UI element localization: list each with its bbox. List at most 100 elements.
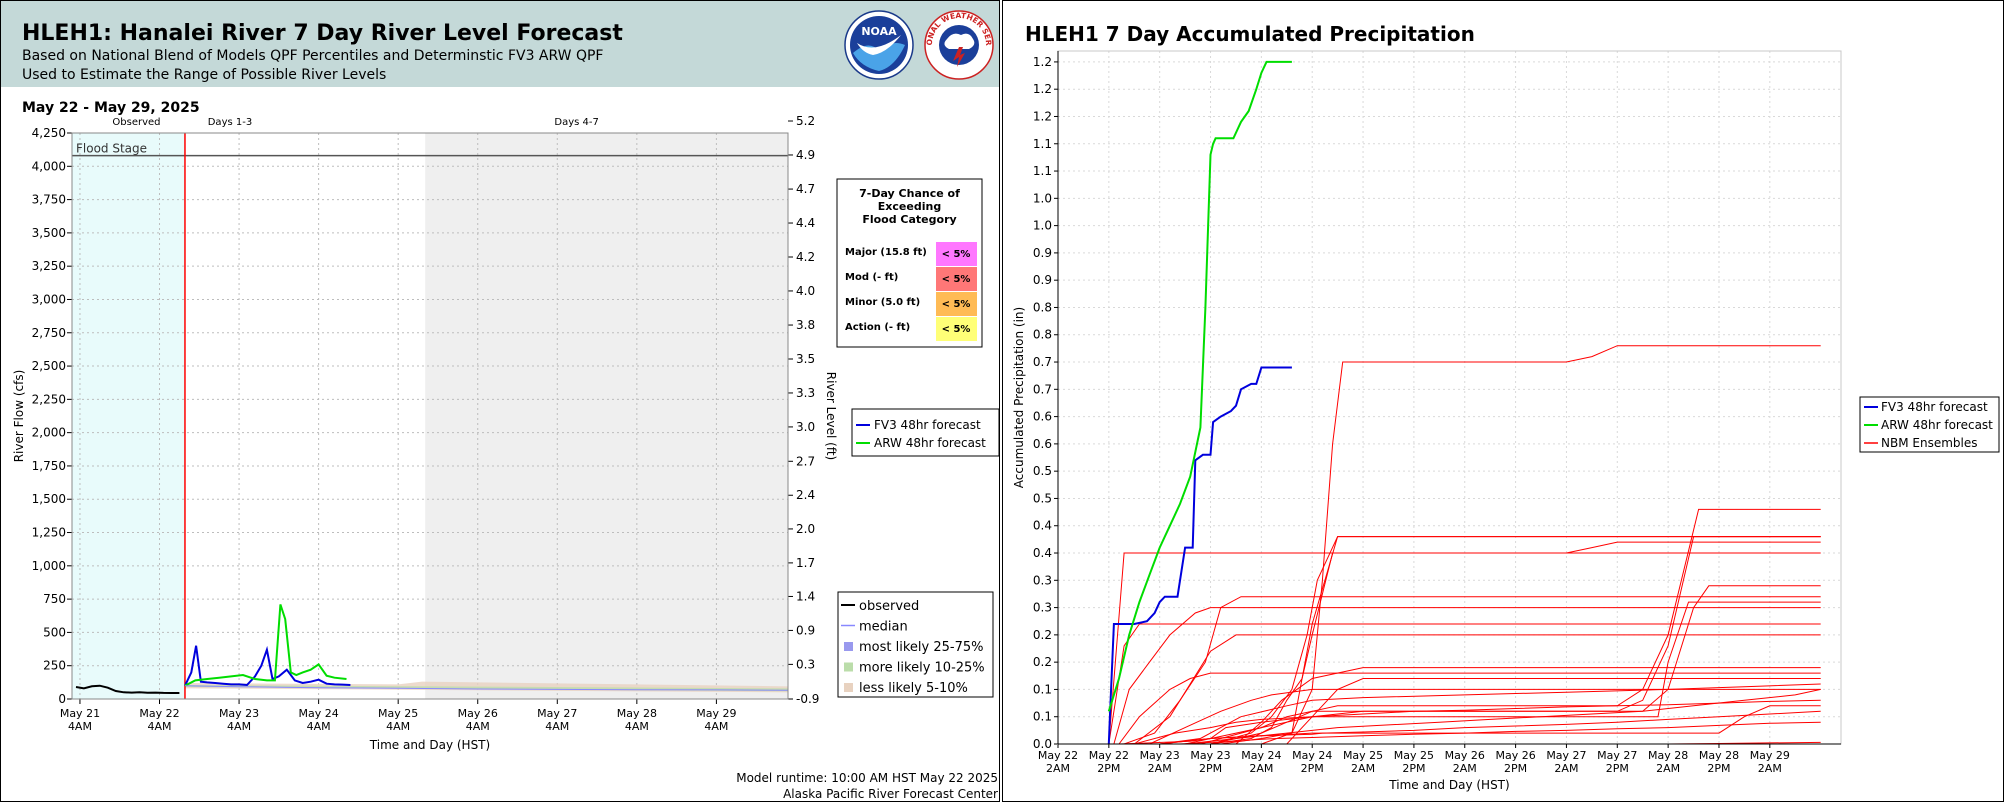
legend-upper-box bbox=[851, 408, 999, 457]
legend-swatch bbox=[844, 642, 853, 651]
x-tick-label-time: 2AM bbox=[1453, 762, 1477, 775]
y-tick-label: 0.1 bbox=[1033, 710, 1052, 724]
x-tick-label-time: 2AM bbox=[1758, 762, 1782, 775]
date-range: May 22 - May 29, 2025 bbox=[22, 100, 200, 116]
flood-table-label: Mod (- ft) bbox=[845, 272, 898, 283]
y-tick-label: 0.5 bbox=[1033, 491, 1052, 505]
x-axis-label: Time and Day (HST) bbox=[1388, 778, 1509, 792]
legend-label: observed bbox=[859, 599, 919, 614]
series-line-nbm-ensemble bbox=[1058, 345, 1821, 745]
right-tick-label: 1.7 bbox=[796, 556, 815, 570]
y-tick-label: 0.6 bbox=[1033, 410, 1052, 424]
x-tick-label-time: 4AM bbox=[227, 720, 251, 733]
right-tick-label: 0.3 bbox=[796, 657, 815, 671]
series-line-fv3-48hr-forecast bbox=[1107, 366, 1292, 745]
days-1-3-region bbox=[184, 133, 426, 699]
x-tick-label-day: May 24 bbox=[1241, 749, 1281, 762]
flood-table-swatch bbox=[936, 292, 977, 316]
y-tick-label: 3,000 bbox=[32, 292, 66, 306]
y-tick-label: 0 bbox=[58, 692, 66, 706]
page-subtitle-line1: Based on National Blend of Models QPF Pe… bbox=[22, 48, 604, 64]
x-tick-label-time: 2PM bbox=[1402, 762, 1425, 775]
y-tick-label: 1.0 bbox=[1033, 191, 1052, 205]
observed-region bbox=[72, 133, 185, 699]
page-subtitle-line2: Used to Estimate the Range of Possible R… bbox=[22, 67, 387, 83]
x-tick-label-day: May 29 bbox=[696, 707, 736, 720]
flood-table-swatch bbox=[936, 317, 977, 341]
legend-label: FV3 48hr forecast bbox=[874, 418, 981, 432]
flood-table-label: Minor (5.0 ft) bbox=[845, 297, 920, 308]
right-tick-label: 4.2 bbox=[796, 250, 815, 264]
x-tick-label-day: May 27 bbox=[1597, 749, 1637, 762]
x-tick-label-day: May 23 bbox=[1190, 749, 1230, 762]
x-tick-label-day: May 29 bbox=[1750, 749, 1790, 762]
x-tick-label-day: May 23 bbox=[219, 707, 259, 720]
x-tick-label-time: 2AM bbox=[1249, 762, 1273, 775]
x-tick-label-time: 2PM bbox=[1707, 762, 1730, 775]
series-line-nbm-ensemble bbox=[1058, 672, 1821, 745]
legend-label: median bbox=[859, 620, 908, 635]
right-tick-label: 4.0 bbox=[796, 284, 815, 298]
x-tick-label-day: May 26 bbox=[1495, 749, 1535, 762]
y-tick-label: 0.8 bbox=[1033, 300, 1052, 314]
y-tick-label: 0.3 bbox=[1033, 573, 1052, 587]
x-tick-label-time: 4AM bbox=[466, 720, 490, 733]
legend-box bbox=[1859, 396, 2000, 453]
y-axis-label: Accumulated Precipitation (in) bbox=[1012, 307, 1026, 488]
right-tick-label: 0.9 bbox=[796, 623, 815, 637]
y-tick-label: 250 bbox=[43, 659, 66, 673]
y-tick-label: 3,250 bbox=[32, 259, 66, 273]
series-line-fv3-48hr-forecast bbox=[184, 645, 351, 687]
series-line-observed bbox=[75, 684, 180, 694]
right-tick-label: 5.2 bbox=[796, 114, 815, 128]
x-tick-label-day: May 25 bbox=[1343, 749, 1383, 762]
chart-title: HLEH1 7 Day Accumulated Precipitation bbox=[1025, 22, 1475, 46]
right-tick-label: 4.7 bbox=[796, 182, 815, 196]
y-tick-label: 3,750 bbox=[32, 193, 66, 207]
page-title: HLEH1: Hanalei River 7 Day River Level F… bbox=[22, 21, 623, 46]
x-axis-label: Time and Day (HST) bbox=[369, 738, 490, 752]
y-tick-label: 4,250 bbox=[32, 126, 66, 140]
series-line-arw-48hr-forecast bbox=[1107, 60, 1292, 712]
series-line-nbm-ensemble bbox=[1058, 667, 1821, 745]
series-line-arw-48hr-forecast bbox=[184, 604, 347, 687]
flood-table-title: Flood Category bbox=[862, 213, 956, 226]
flood-table-title: Exceeding bbox=[878, 200, 941, 213]
y-tick-label: 1.2 bbox=[1033, 109, 1052, 123]
legend-swatch bbox=[844, 662, 853, 672]
flood-table-value: < 5% bbox=[942, 249, 971, 260]
y-tick-label: 0.2 bbox=[1033, 655, 1052, 669]
series-line-median bbox=[184, 685, 789, 691]
legend-swatch bbox=[844, 683, 853, 692]
precipitation-chart: HLEH1 7 Day Accumulated Precipitation 0.0… bbox=[1012, 22, 2000, 792]
x-tick-label-day: May 27 bbox=[1546, 749, 1586, 762]
y-tick-label: 3,500 bbox=[32, 226, 66, 240]
y-tick-label: 1.2 bbox=[1033, 82, 1052, 96]
x-tick-label-time: 2AM bbox=[1351, 762, 1375, 775]
region-label-observed: Observed bbox=[112, 117, 160, 128]
series-line-nbm-ensemble bbox=[1058, 541, 1821, 745]
y-tick-label: 2,250 bbox=[32, 392, 66, 406]
series-line-nbm-ensemble bbox=[1058, 536, 1821, 745]
x-tick-label-day: May 25 bbox=[378, 707, 418, 720]
x-tick-label-day: May 25 bbox=[1394, 749, 1434, 762]
x-tick-label-time: 2AM bbox=[1656, 762, 1680, 775]
y-tick-label: 0.1 bbox=[1033, 682, 1052, 696]
flood-table-swatch bbox=[936, 242, 977, 266]
legend-label: NBM Ensembles bbox=[1881, 436, 1977, 450]
y-tick-label: 1,500 bbox=[32, 492, 66, 506]
flood-stage-label: Flood Stage bbox=[76, 142, 147, 156]
x-tick-label-day: May 28 bbox=[1648, 749, 1688, 762]
x-tick-label-day: May 26 bbox=[1445, 749, 1485, 762]
y-tick-label: 1,000 bbox=[32, 559, 66, 573]
y-tick-label: 1,250 bbox=[32, 526, 66, 540]
flood-table-label: Major (15.8 ft) bbox=[845, 247, 927, 258]
x-tick-label-day: May 27 bbox=[537, 707, 577, 720]
right-tick-label: 3.8 bbox=[796, 318, 815, 332]
flood-table-value: < 5% bbox=[942, 299, 971, 310]
right-tick-label: 4.9 bbox=[796, 148, 815, 162]
y-tick-label: 2,000 bbox=[32, 426, 66, 440]
y-tick-label: 0.0 bbox=[1033, 737, 1052, 751]
